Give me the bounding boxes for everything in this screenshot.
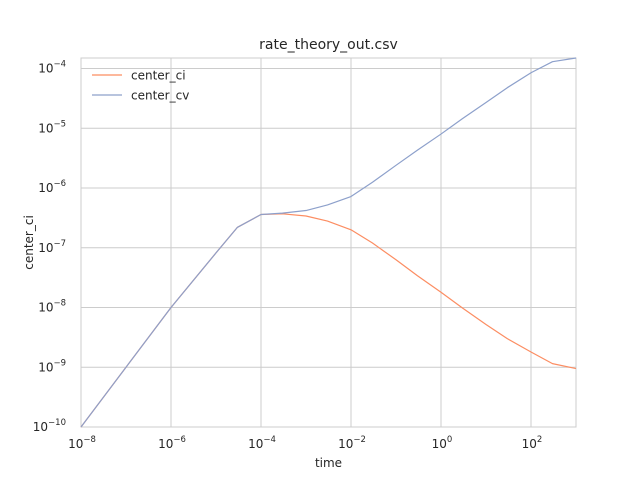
grid [80, 58, 576, 428]
plot-frame [80, 57, 577, 428]
x-tick-labels: 10−8 10−6 10−4 10−2 100 102 [68, 435, 542, 451]
y-tick-label: 10−10 [33, 418, 66, 434]
y-tick-label: 10−6 [38, 179, 66, 195]
series-lines [80, 57, 577, 428]
legend: center_ci center_cv [92, 69, 189, 103]
x-axis-label: time [315, 456, 342, 470]
x-tick-label: 10−4 [248, 435, 276, 451]
x-tick-label: 10−2 [338, 435, 366, 451]
x-tick-label: 100 [432, 435, 453, 451]
legend-label-center-cv: center_cv [131, 89, 189, 103]
x-tick-label: 102 [522, 435, 543, 451]
y-tick-label: 10−4 [38, 60, 66, 76]
y-tick-label: 10−5 [38, 119, 66, 135]
y-axis-label: center_ci [22, 215, 36, 270]
chart-title: rate_theory_out.csv [259, 37, 398, 53]
series-line-center-ci [80, 213, 577, 428]
series-line-center-cv [80, 57, 577, 428]
x-tick-label: 10−8 [68, 435, 96, 451]
x-tick-label: 10−6 [158, 435, 186, 451]
legend-label-center-ci: center_ci [131, 69, 186, 83]
y-tick-label: 10−7 [38, 239, 66, 255]
y-tick-labels: 10−10 10−9 10−8 10−7 10−6 10−5 10−4 [33, 60, 66, 434]
y-tick-label: 10−8 [38, 299, 66, 315]
y-tick-label: 10−9 [38, 358, 66, 374]
